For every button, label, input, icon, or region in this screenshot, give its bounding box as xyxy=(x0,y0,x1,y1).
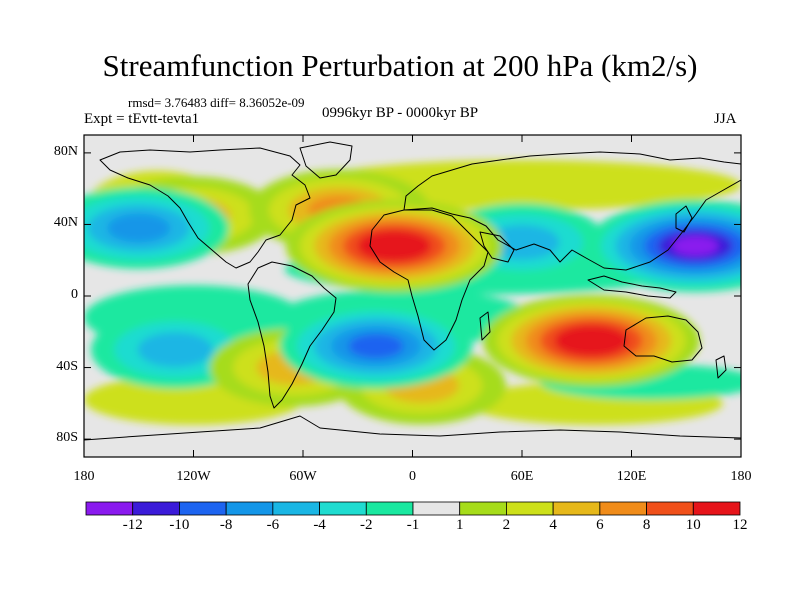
colorbar-label: -12 xyxy=(122,517,143,533)
colorbar-swatch xyxy=(272,501,320,516)
longitude-ticks xyxy=(83,135,742,457)
colorbar-label: 8 xyxy=(642,517,651,533)
coast-madagascar xyxy=(479,311,491,341)
colorbar-swatch xyxy=(85,501,134,516)
coast-indonesia xyxy=(587,275,677,299)
colorbar-swatch xyxy=(132,501,180,516)
colorbar-label: -10 xyxy=(169,517,190,533)
colorbar-swatch xyxy=(552,501,601,516)
lat-label: 40N xyxy=(53,215,78,231)
lon-label: 120E xyxy=(616,469,647,484)
lat-label: 0 xyxy=(71,287,78,302)
colorbar-label: -2 xyxy=(360,517,373,533)
latitude-ticks xyxy=(84,152,741,440)
colorbar-swatch xyxy=(506,501,554,516)
coast-greenland xyxy=(299,141,353,179)
coast-antarctica xyxy=(84,415,741,441)
colorbar-swatch xyxy=(319,501,367,516)
colorbar-label: -4 xyxy=(313,517,326,533)
east-pacific-min-level--6 xyxy=(107,213,171,243)
colorbar-label: 1 xyxy=(455,517,464,533)
colorbar-label: 10 xyxy=(685,517,701,533)
coast-africa xyxy=(369,209,489,351)
north-africa-max-level-12 xyxy=(371,236,418,256)
asia-belt-min-level--4 xyxy=(484,225,560,260)
coast-australia xyxy=(623,315,703,363)
lon-label: 0 xyxy=(409,469,416,484)
coastlines xyxy=(84,141,741,441)
colorbar-label: -8 xyxy=(219,517,233,533)
colorbar-swatch xyxy=(365,501,414,516)
colorbar-swatch xyxy=(179,501,227,516)
south-atlantic-min-level--8 xyxy=(348,333,404,359)
colorbar-label: 12 xyxy=(732,517,748,533)
colorbar-label: 6 xyxy=(596,517,604,533)
lon-label: 60E xyxy=(510,469,534,484)
colorbar-swatch xyxy=(646,501,694,516)
rmsd-diff-stats: rmsd= 3.76483 diff= 8.36052e-09 xyxy=(128,95,305,110)
northwest-pacific-min-level--12 xyxy=(672,236,719,256)
coast-new-zealand xyxy=(715,355,727,379)
colorbar xyxy=(85,501,741,516)
experiment-label: Expt = tEvtt-tevta1 xyxy=(84,111,200,127)
lon-label: 120W xyxy=(176,469,211,484)
colorbar-swatch xyxy=(412,501,461,516)
lon-label: 180 xyxy=(73,469,95,484)
colorbar-swatch xyxy=(692,501,741,516)
colorbar-label: 2 xyxy=(502,517,511,533)
colorbar-swatch xyxy=(599,501,647,516)
time-period-label: 0996kyr BP - 0000kyr BP xyxy=(322,105,479,121)
lat-label: 40S xyxy=(56,358,78,374)
colorbar-swatch xyxy=(225,501,274,516)
lon-label: 180 xyxy=(730,469,752,484)
lat-label: 80S xyxy=(56,430,78,446)
coast-arabia xyxy=(479,231,515,263)
plot-title: Streamfunction Perturbation at 200 hPa (… xyxy=(102,48,698,83)
colorbar-label: -6 xyxy=(266,517,280,533)
colorbar-label: 4 xyxy=(549,517,557,533)
south-pacific-min-level--4 xyxy=(137,332,213,367)
australia-indian-max-level-12 xyxy=(568,331,615,351)
coast-japan xyxy=(675,205,693,233)
lon-label: 60W xyxy=(289,469,317,484)
coast-north-america xyxy=(99,147,311,269)
streamfunction-field xyxy=(84,160,741,425)
lat-label: 80N xyxy=(53,143,78,159)
colorbar-label: -1 xyxy=(406,517,420,533)
colorbar-swatch xyxy=(459,501,507,516)
coast-south-america xyxy=(247,261,337,409)
season-label: JJA xyxy=(714,111,737,127)
